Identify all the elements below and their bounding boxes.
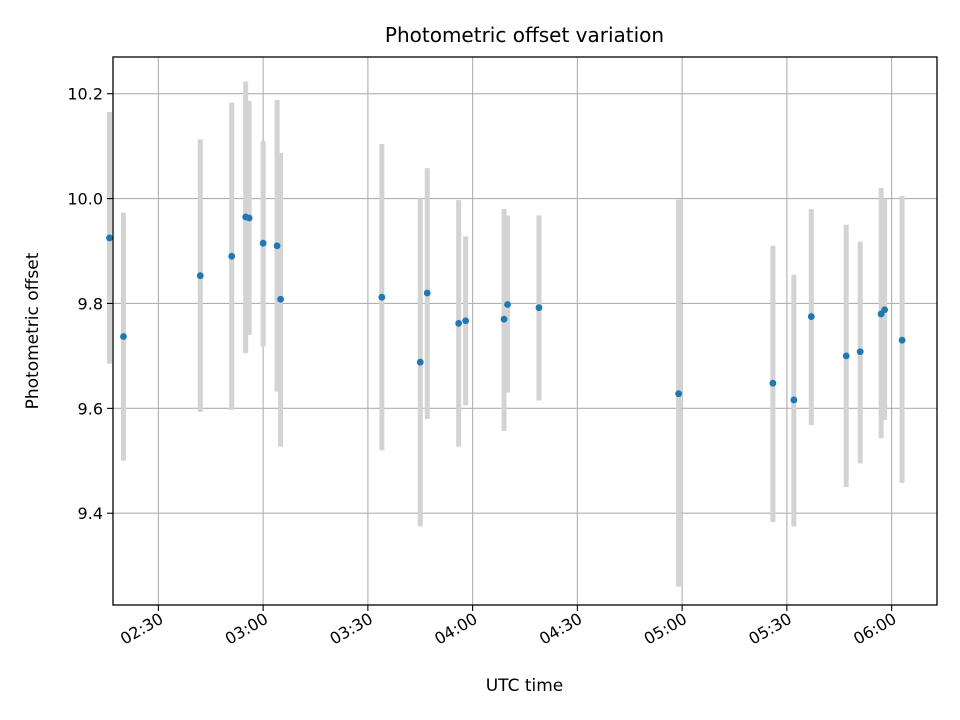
data-point <box>259 239 267 247</box>
plot-frame <box>112 56 938 606</box>
data-point <box>245 214 253 222</box>
chart-title: Photometric offset variation <box>385 23 664 47</box>
x-tick-label: 05:00 <box>641 609 690 649</box>
data-point <box>842 352 850 360</box>
x-axis-ticks: 02:30 03:00 03:30 04:00 04:30 05:00 05:30 06:00 <box>117 605 900 649</box>
data-point <box>416 358 424 366</box>
data-point <box>500 315 508 323</box>
x-tick-label: 04:30 <box>536 609 585 649</box>
data-point <box>881 306 889 314</box>
data-point <box>423 289 431 297</box>
y-tick-label: 10.0 <box>67 190 103 209</box>
x-tick-label: 05:30 <box>745 609 794 649</box>
x-tick-label: 02:30 <box>117 609 166 649</box>
data-point <box>535 304 543 312</box>
x-tick-label: 04:00 <box>431 609 480 649</box>
y-tick-label: 10.2 <box>67 85 103 104</box>
data-point <box>378 293 386 301</box>
data-point <box>228 252 236 260</box>
x-tick-label: 06:00 <box>850 609 899 649</box>
data-point <box>462 317 470 325</box>
data-point <box>504 301 511 308</box>
y-tick-label: 9.8 <box>78 294 103 313</box>
data-point <box>273 242 281 250</box>
x-axis-label: UTC time <box>486 676 564 696</box>
error-bars <box>107 81 905 587</box>
y-tick-label: 9.6 <box>78 399 103 418</box>
y-axis-label: Photometric offset <box>23 252 43 409</box>
data-point <box>120 333 127 340</box>
data-point <box>790 396 798 404</box>
data-point <box>769 379 777 387</box>
data-point <box>106 234 113 242</box>
data-point <box>856 348 864 356</box>
data-point <box>675 390 683 398</box>
y-axis-ticks: 9.4 9.6 9.8 10.0 10.2 <box>67 85 113 523</box>
data-point <box>277 295 284 303</box>
data-point <box>807 313 815 320</box>
data-points <box>106 213 906 404</box>
x-tick-label: 03:30 <box>326 609 375 649</box>
data-point <box>455 319 463 327</box>
data-point <box>196 272 204 280</box>
x-tick-label: 03:00 <box>222 609 271 649</box>
y-tick-label: 9.4 <box>78 504 103 523</box>
data-point <box>898 336 906 344</box>
